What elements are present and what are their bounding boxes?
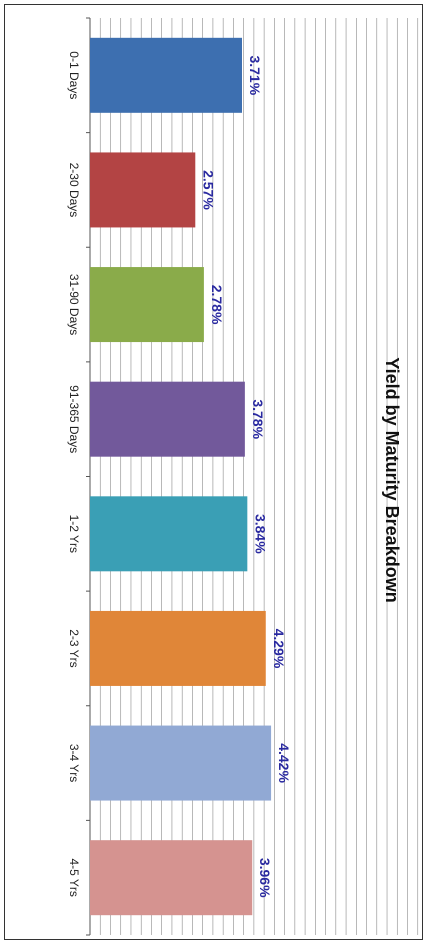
category-label: 2-30 Days <box>67 163 81 218</box>
bar-3 <box>90 267 204 343</box>
category-label: 31-90 Days <box>67 274 81 335</box>
bar-5 <box>90 496 248 572</box>
data-label: 2.57% <box>200 170 216 210</box>
category-label: 0-1 Days <box>67 51 81 99</box>
category-ticks <box>86 17 90 936</box>
bar-1 <box>90 37 242 113</box>
bars <box>90 37 272 916</box>
chart-frame <box>4 4 423 940</box>
bar-2 <box>90 152 196 228</box>
category-label: 4-5 Yrs <box>67 858 81 896</box>
category-label: 91-365 Days <box>67 385 81 453</box>
category-label: 3-4 Yrs <box>67 744 81 782</box>
data-label: 3.96% <box>257 858 273 898</box>
bar-4 <box>90 381 245 457</box>
data-label: 2.78% <box>209 285 225 325</box>
data-label: 4.42% <box>276 743 292 783</box>
category-label: 2-3 Yrs <box>67 629 81 667</box>
data-label: 3.84% <box>252 514 268 554</box>
bar-6 <box>90 610 266 686</box>
category-label: 1-2 Yrs <box>67 515 81 553</box>
data-label: 4.29% <box>271 629 287 669</box>
bar-8 <box>90 840 253 916</box>
data-label: 3.71% <box>247 55 263 95</box>
labels: 0-1 Days 3.71% 2-30 Days 2.57% 31-90 Days 2.7… <box>67 51 292 898</box>
data-label: 3.78% <box>250 399 266 439</box>
chart-title: Yield by Maturity Breakdown <box>382 357 402 602</box>
bar-7 <box>90 725 272 801</box>
